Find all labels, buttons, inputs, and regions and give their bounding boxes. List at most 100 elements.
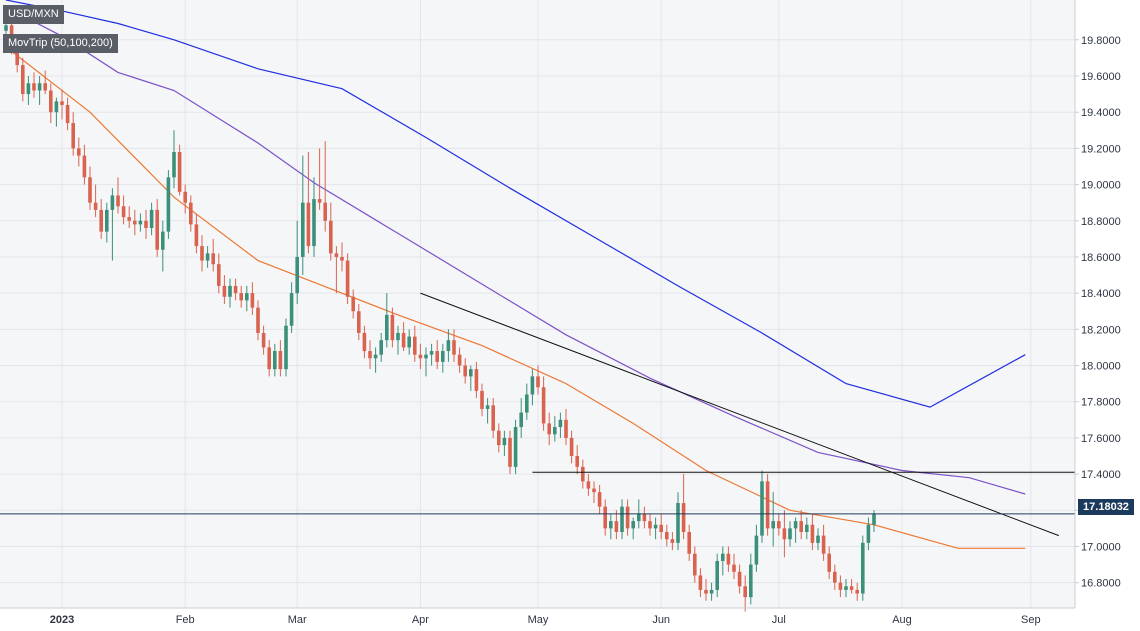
candle-down bbox=[743, 586, 747, 598]
candle-up bbox=[485, 405, 490, 409]
candle-down bbox=[82, 155, 87, 178]
y-tick-label: 19.8000 bbox=[1081, 35, 1121, 47]
candle-down bbox=[765, 481, 770, 529]
candle-down bbox=[362, 332, 367, 352]
candle-down bbox=[189, 202, 193, 225]
candle-down bbox=[116, 195, 120, 207]
candle-up bbox=[771, 521, 775, 529]
candle-down bbox=[732, 564, 736, 572]
candle-down bbox=[463, 365, 467, 377]
candle-down bbox=[60, 101, 64, 105]
x-tick-label: Jul bbox=[772, 614, 786, 626]
candle-down bbox=[15, 47, 19, 66]
candle-up bbox=[273, 351, 277, 370]
candle-down bbox=[614, 521, 619, 532]
candle-up bbox=[54, 101, 59, 113]
candle-up bbox=[172, 152, 176, 178]
candle-down bbox=[345, 260, 350, 297]
candle-up bbox=[788, 528, 792, 540]
candle-up bbox=[385, 314, 389, 341]
candle-up bbox=[793, 521, 798, 529]
candle-up bbox=[105, 209, 109, 232]
candle-down bbox=[32, 83, 36, 91]
candle-up bbox=[424, 354, 428, 359]
candle-down bbox=[267, 347, 271, 370]
candle-down bbox=[799, 521, 803, 532]
candle-up bbox=[228, 285, 232, 297]
candle-down bbox=[782, 528, 787, 540]
candle-up bbox=[609, 521, 613, 529]
x-tick-label: Sep bbox=[1021, 614, 1041, 626]
candle-down bbox=[21, 65, 25, 95]
candle-down bbox=[737, 571, 742, 587]
candle-down bbox=[177, 152, 182, 192]
candle-down bbox=[200, 246, 204, 261]
y-tick-label: 19.2000 bbox=[1081, 143, 1121, 155]
candle-down bbox=[71, 123, 75, 149]
candle-down bbox=[821, 535, 826, 554]
y-tick-label: 18.0000 bbox=[1081, 361, 1121, 373]
candle-down bbox=[43, 83, 47, 91]
candle-up bbox=[816, 535, 820, 543]
candle-down bbox=[317, 199, 322, 203]
candle-down bbox=[233, 285, 238, 294]
candle-down bbox=[536, 376, 540, 388]
candle-up bbox=[558, 419, 563, 428]
candle-down bbox=[401, 332, 406, 348]
candle-down bbox=[418, 354, 423, 359]
candle-down bbox=[93, 202, 98, 210]
candle-down bbox=[592, 488, 596, 493]
candle-down bbox=[704, 589, 708, 594]
candle-down bbox=[586, 481, 591, 489]
candle-up bbox=[373, 354, 378, 359]
candle-up bbox=[653, 524, 658, 529]
candle-down bbox=[625, 506, 630, 529]
candle-down bbox=[827, 553, 831, 572]
candle-down bbox=[99, 209, 103, 232]
candle-down bbox=[665, 532, 669, 540]
candle-down bbox=[855, 589, 859, 594]
y-tick-label: 16.8000 bbox=[1081, 578, 1121, 590]
candle-down bbox=[508, 437, 512, 467]
candle-up bbox=[245, 293, 249, 301]
candle-up bbox=[502, 437, 507, 446]
candle-down bbox=[194, 224, 199, 247]
x-tick-label: Apr bbox=[412, 614, 429, 626]
candle-down bbox=[306, 202, 311, 247]
candle-down bbox=[597, 492, 602, 507]
candle-down bbox=[541, 387, 546, 424]
last-price-tag: 17.18032 bbox=[1078, 499, 1134, 515]
y-tick-label: 18.2000 bbox=[1081, 324, 1121, 336]
candle-down bbox=[133, 220, 137, 225]
candle-down bbox=[693, 553, 697, 576]
y-tick-label: 19.0000 bbox=[1081, 180, 1121, 192]
candle-up bbox=[284, 325, 288, 370]
candle-up bbox=[289, 293, 294, 326]
candle-up bbox=[525, 394, 529, 413]
y-tick-label: 19.6000 bbox=[1081, 71, 1121, 83]
candle-down bbox=[648, 521, 652, 529]
candle-up bbox=[138, 220, 143, 225]
candle-down bbox=[547, 423, 551, 435]
candle-up bbox=[519, 412, 523, 428]
candle-down bbox=[838, 582, 843, 590]
candle-down bbox=[65, 104, 70, 124]
candle-down bbox=[413, 336, 417, 355]
x-axis-labels: 2023 Feb Mar Apr May Jun Jul Aug Sep bbox=[50, 614, 1041, 626]
indicator-legend[interactable]: MovTrip (50,100,200) bbox=[3, 34, 118, 53]
candle-up bbox=[861, 542, 865, 594]
candle-up bbox=[620, 506, 624, 532]
candles bbox=[4, 18, 876, 612]
symbol-label[interactable]: USD/MXN bbox=[3, 5, 64, 24]
candle-down bbox=[670, 539, 675, 543]
candle-down bbox=[681, 503, 686, 532]
candle-up bbox=[805, 524, 809, 532]
candle-down bbox=[603, 506, 607, 529]
x-tick-label: Jun bbox=[652, 614, 670, 626]
candle-up bbox=[301, 202, 305, 257]
candle-down bbox=[575, 456, 579, 467]
candle-up bbox=[295, 256, 299, 294]
candle-down bbox=[351, 296, 355, 312]
candle-up bbox=[754, 535, 759, 565]
